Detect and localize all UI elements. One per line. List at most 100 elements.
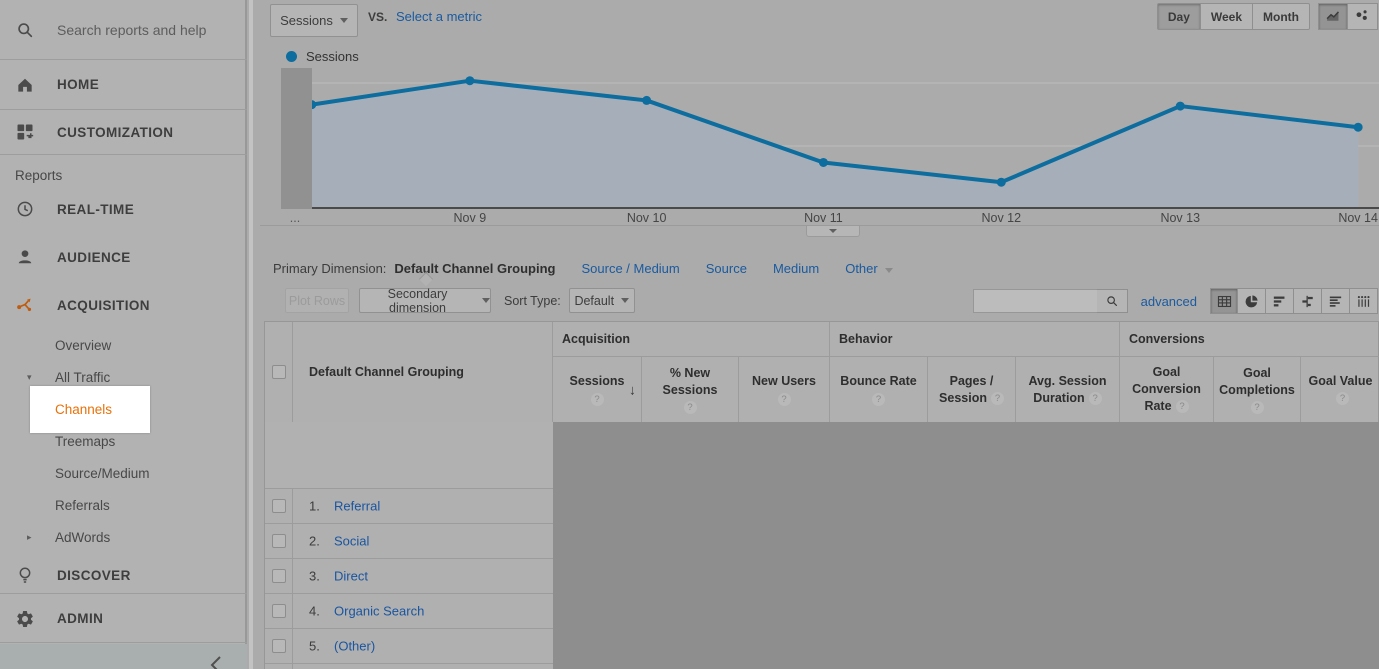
sidebar-item-acquisition[interactable]: ACQUISITION	[0, 287, 247, 323]
column-header-pages-session[interactable]: Pages / Session?	[928, 357, 1016, 422]
sidebar-item-discover[interactable]: DISCOVER	[0, 557, 247, 594]
chevron-right-icon[interactable]: ▸	[27, 531, 32, 542]
column-header-label: New Users	[752, 374, 816, 389]
pivot-view-button[interactable]	[1350, 288, 1378, 314]
sidebar-item-adwords[interactable]: ▸ AdWords	[0, 521, 247, 553]
dimension-column-header[interactable]: Default Channel Grouping	[293, 322, 553, 422]
table-summary-row	[265, 422, 553, 489]
column-header-avg-session-duration[interactable]: Avg. Session Duration?	[1016, 357, 1120, 422]
metric-dropdown[interactable]: Sessions	[270, 4, 358, 37]
row-checkbox[interactable]	[271, 639, 286, 653]
motion-chart-view-button[interactable]	[1348, 3, 1378, 30]
sidebar-item-label: HOME	[57, 77, 100, 92]
sidebar-search-input[interactable]	[57, 21, 227, 38]
dimension-link-medium[interactable]: Medium	[772, 260, 820, 276]
sidebar-item-treemaps[interactable]: Treemaps	[0, 425, 247, 457]
help-icon[interactable]: ?	[777, 392, 791, 406]
help-icon[interactable]: ?	[1088, 391, 1102, 405]
sort-descending-icon[interactable]: ↓	[629, 381, 636, 398]
table-search-input[interactable]	[972, 289, 1097, 313]
row-checkbox[interactable]	[271, 569, 286, 583]
line-chart-view-button[interactable]	[1318, 3, 1348, 30]
secondary-dimension-dropdown[interactable]: Secondary dimension	[359, 287, 491, 315]
sidebar-item-all-traffic[interactable]: ▾ All Traffic	[0, 361, 247, 393]
table-row-organic-search: 4. Organic Search	[265, 594, 553, 629]
help-icon[interactable]: ?	[872, 392, 885, 406]
collapse-chart-tab[interactable]	[806, 226, 860, 237]
channel-link[interactable]: Referral	[334, 498, 381, 514]
column-header-label: % New Sessions	[662, 365, 718, 397]
header-checkbox-cell	[265, 322, 293, 422]
channel-link[interactable]: Organic Search	[334, 603, 425, 619]
sidebar-item-audience[interactable]: AUDIENCE	[0, 239, 247, 275]
column-header-goal-conversion-rate[interactable]: Goal Conversion Rate?	[1120, 357, 1214, 422]
sidebar-item-referrals[interactable]: Referrals	[0, 489, 247, 521]
search-icon	[15, 20, 35, 40]
sessions-area-chart[interactable]	[281, 68, 1379, 209]
percentage-view-button[interactable]	[1238, 288, 1266, 314]
performance-view-button[interactable]	[1266, 288, 1294, 314]
sidebar-item-overview[interactable]: Overview	[0, 329, 247, 361]
row-checkbox-cell	[265, 524, 293, 558]
sidebar-item-customization[interactable]: CUSTOMIZATION	[0, 110, 247, 155]
help-icon[interactable]: ?	[1175, 400, 1189, 414]
collapse-sidebar-icon[interactable]	[205, 653, 229, 669]
column-header-label: Goal Value?	[1308, 373, 1373, 405]
help-icon[interactable]: ?	[1336, 391, 1349, 405]
dimension-link-source-medium[interactable]: Source / Medium	[581, 260, 680, 276]
sidebar-item-source-medium[interactable]: Source/Medium	[0, 457, 247, 489]
sidebar-item-channels[interactable]: Channels	[30, 386, 150, 433]
column-header-goal-value[interactable]: Goal Value?	[1301, 357, 1379, 422]
sidebar-item-label: ACQUISITION	[57, 297, 150, 313]
table-view-button[interactable]	[1210, 288, 1238, 314]
column-header--new-sessions[interactable]: % New Sessions?	[642, 357, 739, 422]
row-checkbox[interactable]	[271, 534, 286, 548]
help-icon[interactable]: ?	[1250, 401, 1264, 415]
chevron-down-icon	[339, 18, 348, 23]
channel-link[interactable]: (Other)	[334, 638, 376, 654]
help-icon[interactable]: ?	[590, 392, 604, 406]
sidebar-item-home[interactable]: HOME	[0, 60, 247, 110]
help-icon[interactable]: ?	[683, 401, 697, 415]
sidebar-search[interactable]	[0, 0, 247, 60]
sidebar-item-label: CUSTOMIZATION	[57, 124, 174, 140]
column-header-bounce-rate[interactable]: Bounce Rate?	[830, 357, 928, 422]
channel-link[interactable]: Social	[334, 533, 370, 549]
sort-type-dropdown[interactable]: Default	[568, 288, 635, 313]
row-checkbox[interactable]	[271, 499, 286, 513]
select-a-metric-link[interactable]: Select a metric	[396, 9, 482, 24]
sidebar-item-label: ADMIN	[57, 611, 104, 626]
help-icon[interactable]: ?	[990, 391, 1004, 405]
row-checkbox-cell	[265, 664, 293, 669]
chart-legend: Sessions	[286, 49, 359, 64]
table-row-partial	[265, 664, 553, 669]
granularity-month-button[interactable]: Month	[1253, 3, 1310, 30]
column-header-goal-completions[interactable]: Goal Completions?	[1214, 357, 1301, 422]
channel-link[interactable]: Direct	[334, 568, 368, 584]
chevron-down-icon	[621, 298, 630, 303]
dimension-link-source[interactable]: Source	[705, 260, 747, 276]
advanced-search-link[interactable]: advanced	[1140, 293, 1197, 309]
row-rank: 2.	[309, 533, 320, 549]
column-header-sessions[interactable]: Sessions? ↓	[553, 357, 642, 422]
dimension-selected[interactable]: Default Channel Grouping	[394, 260, 556, 276]
chevron-down-icon[interactable]: ▾	[27, 371, 32, 382]
legend-dot-icon	[286, 51, 297, 62]
select-all-checkbox[interactable]	[271, 365, 286, 379]
term-cloud-view-button[interactable]	[1322, 288, 1350, 314]
plot-rows-button[interactable]: Plot Rows	[285, 288, 349, 313]
column-header-label: Sessions	[569, 374, 625, 389]
dimension-link-other[interactable]: Other	[845, 261, 894, 276]
sidebar-item-real-time[interactable]: REAL-TIME	[0, 191, 247, 227]
column-header-new-users[interactable]: New Users?	[739, 357, 830, 422]
row-checkbox-cell	[265, 594, 293, 628]
vs-label: VS.	[368, 10, 388, 24]
granularity-week-button[interactable]: Week	[1200, 3, 1254, 30]
x-axis-label: Nov 12	[981, 211, 1022, 225]
comparison-view-button[interactable]	[1294, 288, 1322, 314]
sidebar-item-admin[interactable]: ADMIN	[0, 595, 247, 643]
row-checkbox[interactable]	[271, 604, 286, 618]
granularity-day-button[interactable]: Day	[1156, 3, 1201, 30]
customization-icon	[15, 122, 35, 142]
table-search-button[interactable]	[1096, 289, 1128, 313]
